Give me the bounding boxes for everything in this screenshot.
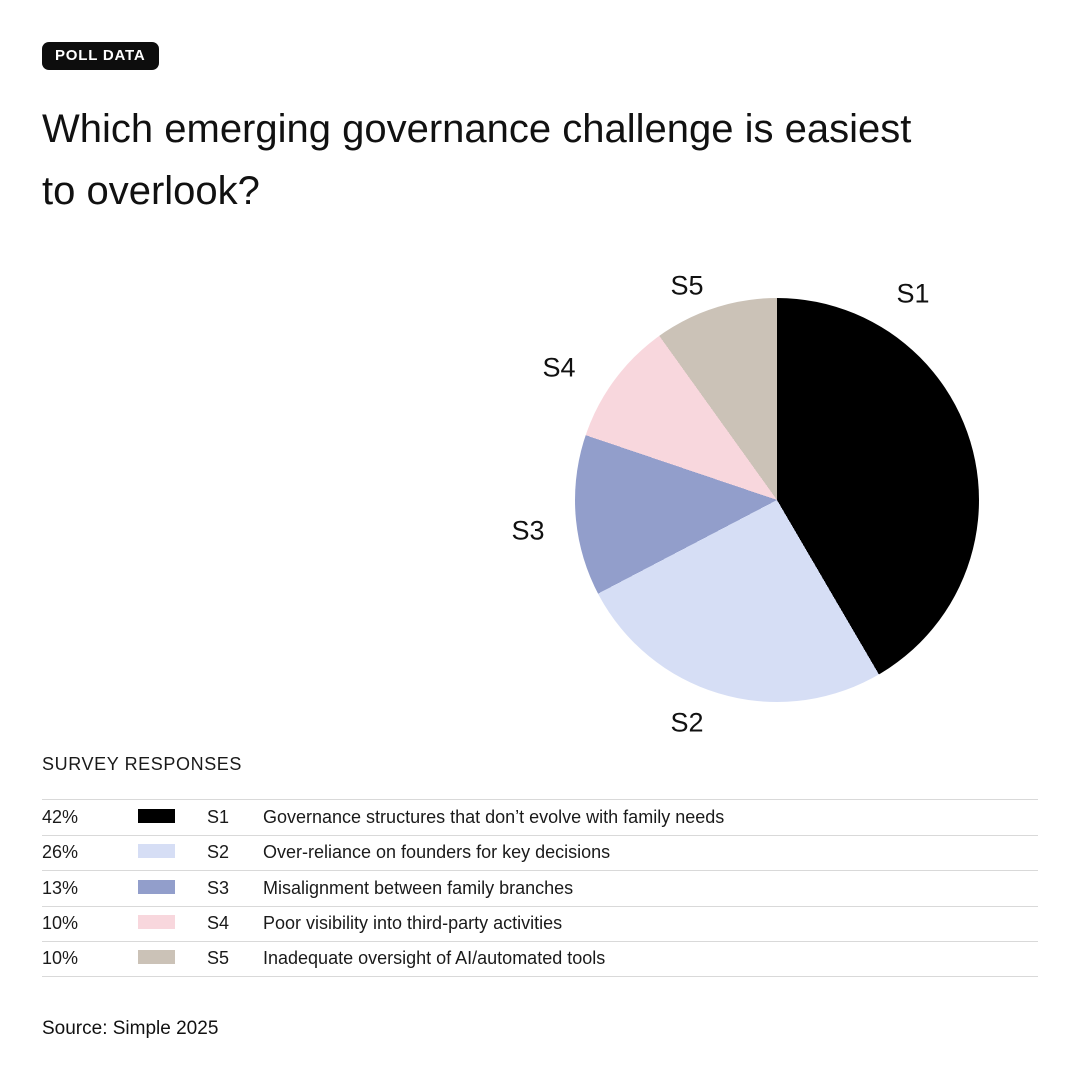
row-label: S1 (207, 806, 230, 827)
table-row: 10% S5 Inadequate oversight of AI/automa… (42, 941, 1038, 977)
row-description: Governance structures that don’t evolve … (263, 806, 725, 827)
pie-slice-label-s4: S4 (542, 352, 576, 383)
color-swatch (138, 915, 175, 930)
row-description: Over-reliance on founders for key decisi… (263, 842, 611, 863)
page-title: Which emerging governance challenge is e… (42, 107, 912, 213)
legend-table: 42% S1 Governance structures that don’t … (42, 799, 1038, 977)
row-percent: 13% (42, 877, 79, 898)
row-label: S2 (207, 842, 230, 863)
pie-slice-label-s3: S3 (511, 515, 545, 546)
row-percent: 10% (42, 948, 79, 969)
swatch-cell (138, 913, 207, 934)
section-header: SURVEY RESPONSES (42, 754, 243, 774)
swatch-cell (138, 878, 207, 899)
swatch-cell (138, 948, 207, 969)
pie-slice-label-s2: S2 (670, 707, 704, 738)
color-swatch (138, 879, 175, 894)
table-row: 10% S4 Poor visibility into third-party … (42, 905, 1038, 942)
color-swatch (138, 950, 175, 965)
row-description: Misalignment between family branches (263, 877, 574, 898)
source-note: Source: Simple 2025 (42, 1018, 219, 1039)
pie-slice-label-s5: S5 (670, 270, 704, 301)
pie-slice-label-s1: S1 (896, 278, 930, 309)
table-row: 42% S1 Governance structures that don’t … (42, 799, 1038, 835)
row-percent: 26% (42, 842, 79, 863)
row-percent: 42% (42, 806, 79, 827)
row-description: Poor visibility into third-party activit… (263, 913, 563, 934)
row-description: Inadequate oversight of AI/automated too… (263, 948, 606, 969)
color-swatch (138, 808, 175, 823)
row-percent: 10% (42, 913, 79, 934)
swatch-cell (138, 807, 207, 828)
row-label: S5 (207, 948, 230, 969)
row-label: S3 (207, 877, 230, 898)
pie-chart (575, 298, 979, 702)
color-swatch (138, 844, 175, 859)
poll-data-badge: POLL DATA (42, 42, 159, 70)
table-row: 26% S2 Over-reliance on founders for key… (42, 834, 1038, 871)
row-label: S4 (207, 913, 230, 934)
swatch-cell (138, 842, 207, 863)
table-row: 13% S3 Misalignment between family branc… (42, 870, 1038, 906)
